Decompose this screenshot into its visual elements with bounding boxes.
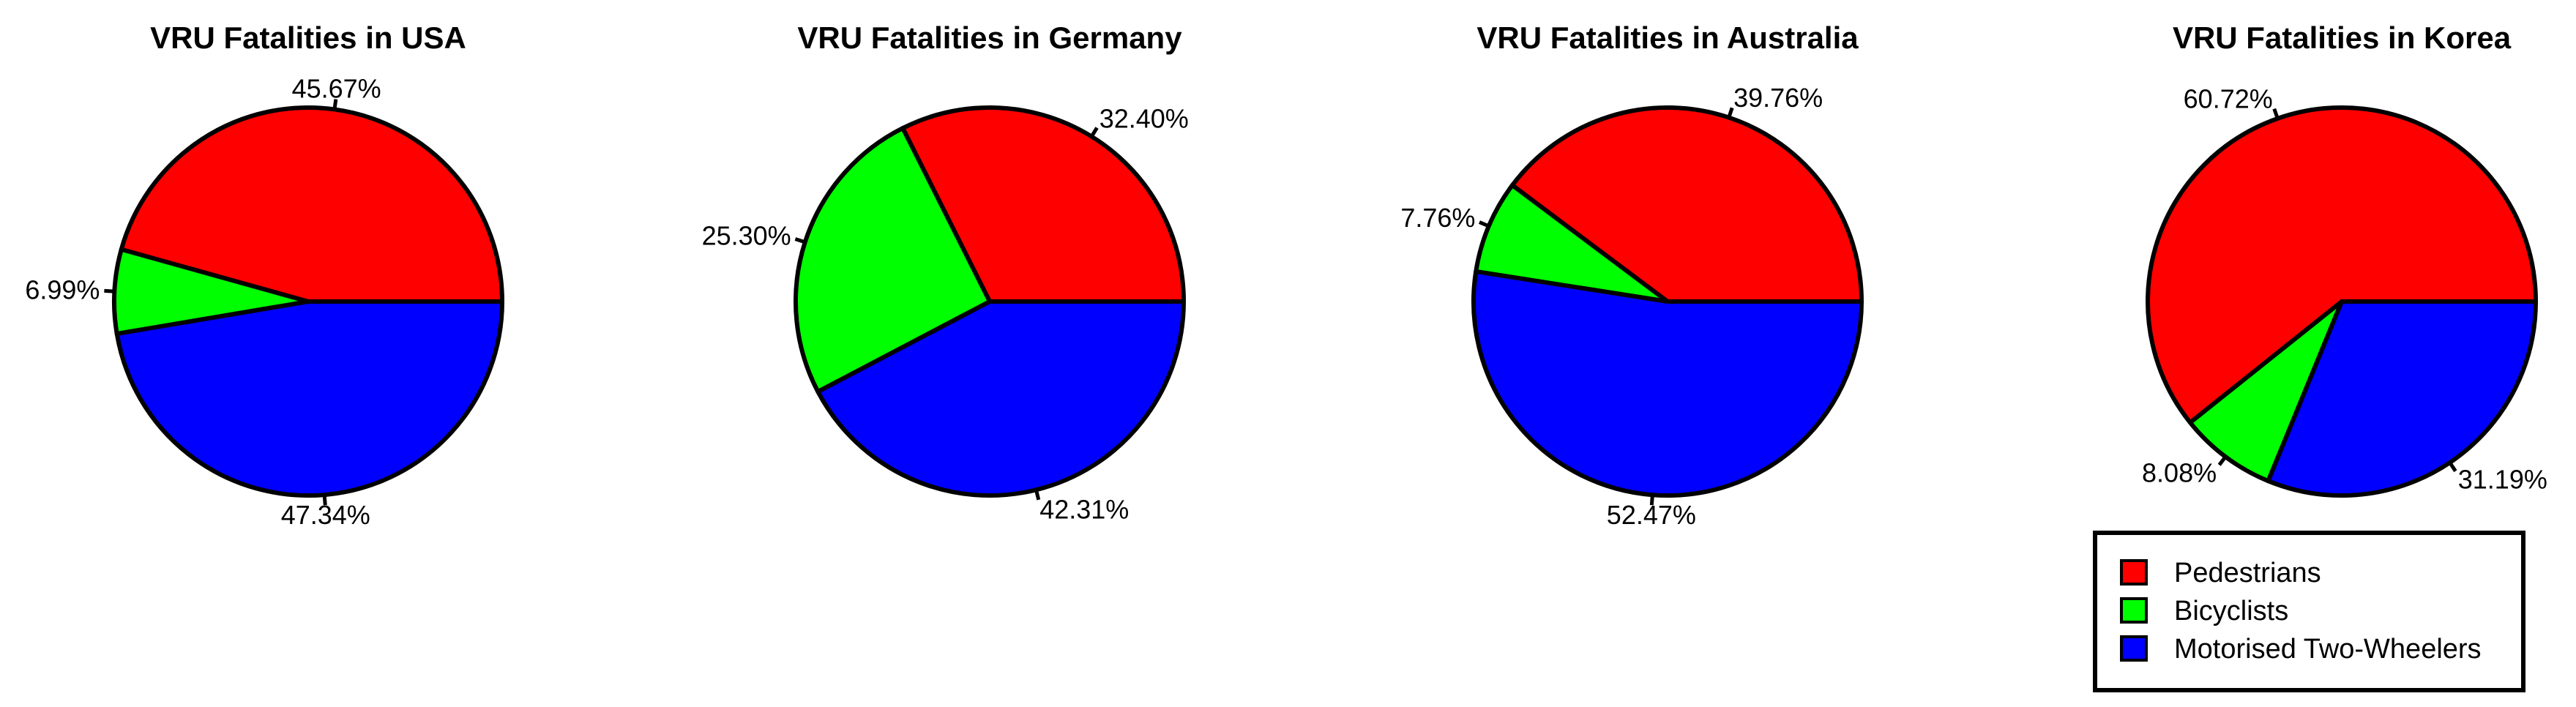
pie-slice-label: 60.72% — [2184, 83, 2273, 113]
pie-chart-2: VRU Fatalities in Germany 32.40% 25.30% 42.… — [702, 20, 1189, 524]
legend-label-bicyclists: Bicyclists — [2174, 596, 2288, 626]
pie-label-tick — [322, 494, 327, 506]
pie-slice-label: 8.08% — [2142, 457, 2217, 487]
pie-chart-4: VRU Fatalities in Korea 60.72% 8.08% 31.19% — [2142, 20, 2547, 498]
pie-label-tick — [2272, 108, 2280, 119]
pie-slice-label: 45.67% — [292, 74, 381, 104]
pie-label-tick — [2217, 455, 2228, 466]
legend-frame — [2093, 531, 2525, 692]
pie-slice-pedestrians — [119, 105, 504, 304]
pie-slice-motorised-two-wheelers — [815, 299, 1186, 498]
legend-swatch-bicyclists — [2120, 597, 2148, 624]
legend-swatch-pedestrians — [2120, 559, 2148, 586]
pie-slice-label: 47.34% — [281, 500, 370, 530]
pie-slice-motorised-two-wheelers — [114, 299, 504, 498]
chart-title: VRU Fatalities in Korea — [2173, 20, 2512, 55]
pie-slice-label: 39.76% — [1733, 83, 1823, 113]
pie-slice-pedestrians — [2146, 105, 2538, 425]
chart-title: VRU Fatalities in Australia — [1476, 20, 1859, 55]
pie-slice-bicyclists — [2187, 299, 2344, 484]
pie-label-tick — [2448, 461, 2457, 473]
pie-label-tick — [1727, 107, 1734, 119]
pie-label-tick — [794, 237, 806, 244]
pie-chart-1: VRU Fatalities in USA 45.67% 6.99% 47.34% — [25, 20, 504, 530]
legend: Pedestrians Bicyclists Motorised Two-Wheel… — [2093, 531, 2525, 692]
legend-swatch-motorised-two-wheelers — [2120, 635, 2148, 662]
pie-slice-label: 31.19% — [2458, 464, 2547, 494]
pie-slice-pedestrians — [1509, 105, 1864, 304]
pie-label-tick — [1478, 220, 1490, 228]
pie-slice-label: 32.40% — [1100, 104, 1189, 134]
pie-label-tick — [1090, 127, 1099, 138]
pie-label-tick — [1034, 489, 1041, 501]
legend-label-motorised-two-wheelers: Motorised Two-Wheelers — [2174, 634, 2482, 665]
pie-label-tick — [1649, 495, 1654, 506]
chart-title: VRU Fatalities in USA — [150, 20, 466, 55]
pie-slice-motorised-two-wheelers — [2266, 299, 2538, 498]
pie-chart-3: VRU Fatalities in Australia 39.76% 7.76% 52… — [1400, 20, 1864, 530]
pie-slice-label: 25.30% — [702, 220, 791, 250]
pie-label-tick — [332, 99, 338, 110]
pie-slice-label: 7.76% — [1400, 203, 1475, 233]
chart-title: VRU Fatalities in Germany — [797, 20, 1182, 55]
pie-slice-label: 42.31% — [1039, 494, 1129, 524]
pie-slice-pedestrians — [900, 105, 1186, 304]
pie-slice-label: 52.47% — [1607, 500, 1696, 530]
pie-slice-label: 6.99% — [25, 275, 100, 305]
legend-label-pedestrians: Pedestrians — [2174, 558, 2321, 588]
pie-slice-motorised-two-wheelers — [1471, 269, 1864, 498]
